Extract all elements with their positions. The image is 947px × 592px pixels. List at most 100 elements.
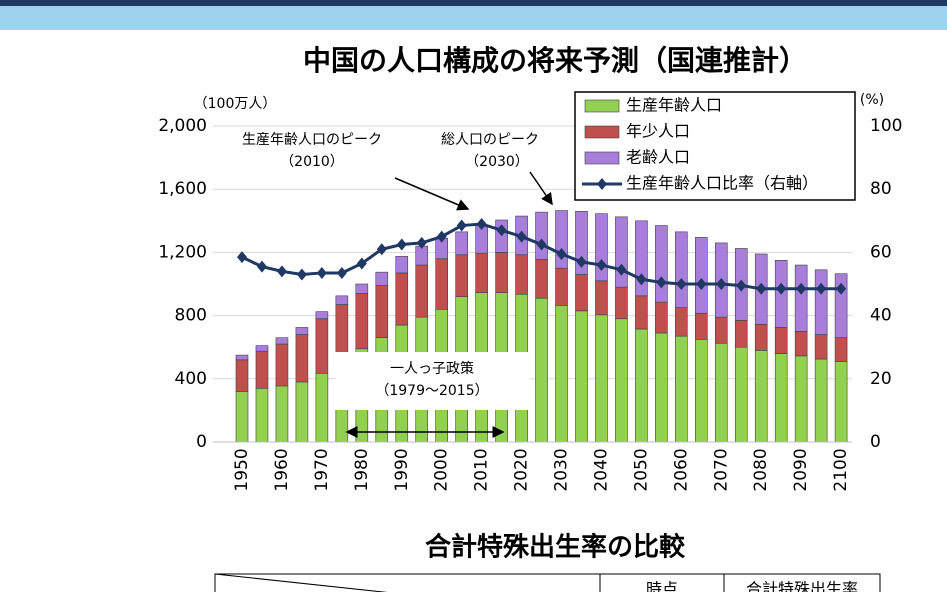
ratio-marker [476,217,487,230]
legend-label: 生産年齢人口比率（右軸） [626,174,818,193]
bar-segment [655,301,668,334]
ratio-marker [636,273,647,286]
ratio-marker [776,282,787,295]
bar-segment [774,327,788,354]
bar-segment [355,283,369,294]
ratio-marker [656,276,667,289]
bar-segment [315,372,329,443]
y2-tick-label: 80 [870,179,892,199]
bar-segment [355,293,369,350]
bar-segment [275,385,289,443]
bar-segment [814,358,828,443]
bar-segment [535,211,548,260]
ratio-marker [716,278,727,290]
ratio-marker [796,282,807,295]
bar-segment [635,328,648,443]
annotation: （1979～2015） [375,383,488,399]
y-tick-label: 800 [175,306,207,326]
x-tick-label: 2040 [591,448,611,491]
x-tick-label: 2050 [631,448,651,491]
bar-segment [575,310,588,443]
x-tick-label: 2090 [791,448,811,491]
bar-segment [255,350,269,389]
ratio-marker [696,278,707,290]
annotation: 総人口のピーク [441,132,539,148]
bar-segment [575,274,588,312]
bar-segment [515,254,528,295]
bar-segment [255,387,269,443]
y2-unit: (%) [860,92,884,108]
bar-segment [655,332,668,443]
bar-segment [315,311,329,320]
bar-segment [754,323,768,351]
bar-segment [774,353,788,443]
ratio-marker [816,282,827,295]
table: 時点 合計特殊出生率 [214,573,881,592]
y2-tick-label: 20 [870,369,892,389]
table-header: 時点 [646,580,678,592]
header-rule [0,0,947,6]
bar-segment [375,271,389,286]
ratio-marker [736,279,747,292]
annotation-arrow [529,171,553,206]
ratio-marker [396,238,407,251]
bar-segment [714,316,728,344]
bar-segment [595,280,608,316]
table-header: 合計特殊出生率 [746,580,858,592]
y2-tick-label: 100 [870,116,902,136]
table-frame [214,573,881,592]
bar-segment [615,216,628,288]
bar-segment [455,254,468,297]
y-tick-label: 1,200 [158,242,207,262]
x-tick-label: 2070 [711,448,731,491]
ratio-marker [316,266,327,279]
x-tick-label: 2080 [751,448,771,491]
ratio-marker [756,282,767,295]
bar-segment [415,264,429,318]
legend-swatch [584,99,620,113]
annotation-arrow [394,177,470,211]
x-tick-label: 1980 [352,448,372,491]
table-title: 合計特殊出生率の比較 [425,532,686,563]
y-tick-label: 0 [196,432,207,452]
legend-swatch [584,151,620,165]
x-tick-label: 1990 [392,448,412,491]
bar-segment [734,320,748,348]
bar-segment [395,272,409,326]
y2-tick-label: 40 [870,306,892,326]
y2-tick-label: 0 [870,432,881,452]
ratio-marker [596,259,607,272]
bar-segment [734,346,748,443]
bar-segment [435,258,449,310]
bar-segment [535,297,548,443]
ratio-marker [496,224,507,237]
bar-segment [695,312,708,340]
annotation: 一人っ子政策 [390,360,474,377]
legend-frame [574,91,856,201]
ratio-marker [576,255,587,268]
chart-title: 中国の人口構成の将来予測（国連推計） [303,44,807,77]
bar-segment [455,231,468,256]
bar-segment [675,335,688,443]
bar-segment [794,355,808,443]
bar-segment [635,295,648,330]
bar-segment [335,295,349,305]
bar-segment [535,259,548,299]
bar-segment [495,252,508,293]
bar-segment [555,305,568,443]
bar-segment [295,381,309,443]
bar-segment [615,286,628,320]
bar-segment [695,338,708,443]
y-unit: （100万人） [194,96,277,112]
annotation: （2010） [280,154,344,170]
bar-segment [794,264,808,332]
x-tick-label: 2030 [552,448,572,491]
bar-segment [235,359,249,392]
ratio-marker [516,230,527,243]
ratio-marker [436,230,447,243]
legend-marker [597,178,607,190]
x-tick-label: 1970 [312,448,332,491]
